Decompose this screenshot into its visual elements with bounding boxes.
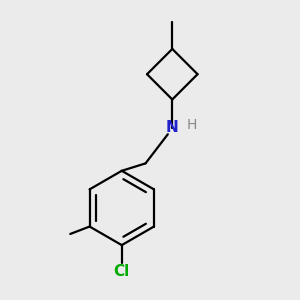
Text: N: N (166, 120, 179, 135)
Text: Cl: Cl (114, 264, 130, 279)
Text: H: H (186, 118, 197, 132)
